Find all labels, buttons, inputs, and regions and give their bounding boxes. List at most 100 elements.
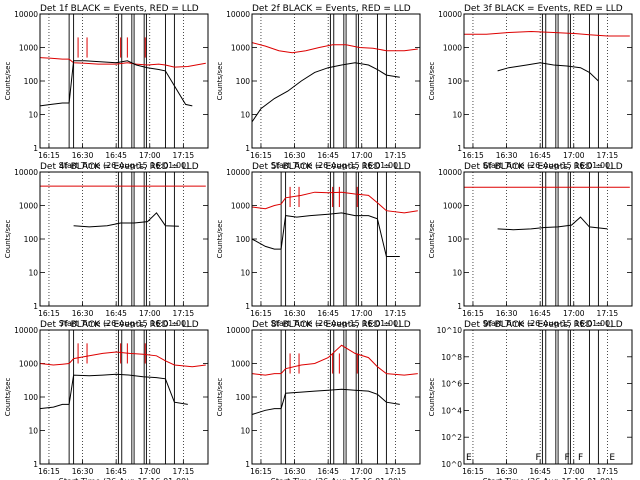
panel-title: Det 3f BLACK = Events, RED = LLD [464,4,623,14]
y-axis-label: Counts/sec [4,378,12,417]
y-tick-label: 10 [452,269,462,278]
x-tick-label: 16:15 [38,151,60,160]
x-tick-label: 17:00 [139,467,161,476]
x-tick-label: 16:45 [529,467,551,476]
y-tick-label: 10 [240,269,250,278]
y-tick-label: 1 [457,144,462,153]
x-axis-label: Start Time (26-Aug-15 16:01:00) [271,161,402,170]
x-tick-label: 16:30 [72,151,94,160]
x-tick-label: 16:45 [317,151,339,160]
y-tick-label: 1000 [19,202,38,211]
x-axis-label: Start Time (26-Aug-15 16:01:00) [59,161,190,170]
y-tick-label: 100 [236,393,251,402]
y-tick-label: 10^8 [441,353,462,362]
plot-frame [463,13,633,149]
x-tick-label: 16:15 [250,467,272,476]
y-tick-label: 1 [245,144,250,153]
lld-series-line [251,344,418,376]
x-tick-label: 17:15 [597,467,619,476]
x-tick-label: 16:15 [462,467,484,476]
y-tick-label: 10000 [226,168,250,177]
marker-label: E [609,453,615,463]
plot-frame [463,171,633,307]
events-series-line [497,62,599,82]
plot-frame [463,329,633,465]
panel-3: Det 3f BLACK = Events, RED = LLD Counts/s… [428,4,633,170]
events-series-line [251,388,400,415]
y-tick-label: 10^2 [441,433,462,442]
y-tick-label: 1000 [231,44,250,53]
y-tick-label: 1000 [443,202,462,211]
x-tick-label: 17:15 [385,151,407,160]
x-tick-label: 16:30 [496,309,518,318]
y-axis-label: Counts/sec [216,62,224,101]
events-series-line [39,373,188,410]
y-tick-label: 1000 [231,202,250,211]
x-tick-label: 16:45 [529,309,551,318]
events-series-line [497,216,608,231]
y-tick-label: 10000 [14,326,38,335]
panel-6: Det 6f BLACK = Events, RED = LLD Counts/s… [428,162,633,328]
x-tick-label: 17:00 [351,309,373,318]
plot-frame [251,329,421,465]
y-tick-label: 1 [33,460,38,469]
y-tick-label: 10 [240,111,250,120]
x-tick-label: 16:45 [105,151,127,160]
x-tick-label: 17:15 [597,309,619,318]
y-tick-label: 1000 [19,360,38,369]
lld-series-line [39,57,206,68]
y-tick-label: 10^0 [441,460,462,469]
plot-frame [39,329,209,465]
y-tick-label: 1 [245,302,250,311]
y-axis-label: Counts/sec [428,378,436,417]
plot-frame [251,171,421,307]
y-tick-label: 1000 [19,44,38,53]
lld-series-line [251,191,418,214]
x-tick-label: 16:15 [462,151,484,160]
panel-title: Det 9f BLACK = Events, RED = LLD [464,320,623,330]
y-axis-label: Counts/sec [4,62,12,101]
y-tick-label: 10000 [226,326,250,335]
plot-frame [251,13,421,149]
y-tick-label: 10^4 [441,406,462,415]
x-tick-label: 16:30 [496,467,518,476]
x-tick-label: 16:30 [284,309,306,318]
y-tick-label: 100 [236,77,251,86]
panel-8: Det 8f BLACK = Events, RED = LLD Counts/s… [216,320,421,480]
y-tick-label: 10000 [14,168,38,177]
x-axis-label: Start Time (26-Aug-15 16:01:00) [59,477,190,480]
y-tick-label: 1 [245,460,250,469]
y-tick-label: 100 [236,235,251,244]
x-tick-label: 17:15 [385,467,407,476]
x-tick-label: 16:30 [72,309,94,318]
marker-label: E [466,453,472,463]
x-tick-label: 16:45 [529,151,551,160]
panel-1: Det 1f BLACK = Events, RED = LLD Counts/s… [4,4,209,170]
marker-label: F [535,453,540,463]
y-tick-label: 1 [33,144,38,153]
marker-label: F [578,453,583,463]
y-tick-label: 10 [28,427,38,436]
x-tick-label: 16:45 [317,467,339,476]
panel-title: Det 1f BLACK = Events, RED = LLD [40,4,199,14]
y-tick-label: 10 [28,111,38,120]
y-axis-label: Counts/sec [4,220,12,259]
panel-title: Det 2f BLACK = Events, RED = LLD [252,4,411,14]
x-tick-label: 16:45 [105,467,127,476]
x-tick-label: 16:30 [72,467,94,476]
x-tick-label: 17:15 [173,151,195,160]
x-tick-label: 17:15 [173,309,195,318]
events-series-line [73,212,179,228]
marker-label: F [565,453,570,463]
x-tick-label: 16:15 [250,151,272,160]
panel-5: Det 5f BLACK = Events, RED = LLD Counts/s… [216,162,421,328]
x-tick-label: 17:00 [351,151,373,160]
y-tick-label: 100 [448,77,463,86]
panel-4: Det 4f BLACK = Events, RED = LLD Counts/s… [4,162,209,328]
x-tick-label: 17:00 [563,151,585,160]
x-tick-label: 17:00 [563,467,585,476]
y-tick-label: 1000 [231,360,250,369]
panel-9: Det 9f BLACK = Events, RED = LLD Counts/s… [428,320,633,480]
x-axis-label: Start Time (26-Aug-15 16:01:00) [483,161,614,170]
